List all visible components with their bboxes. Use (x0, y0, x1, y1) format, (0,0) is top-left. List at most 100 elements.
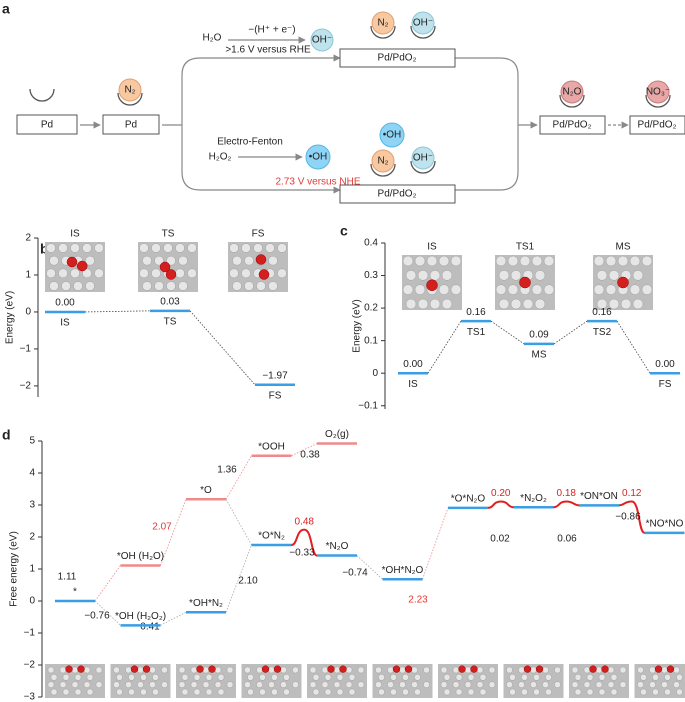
atom (411, 681, 418, 689)
molecule-label: OH⁻ (413, 153, 433, 164)
atom (479, 688, 487, 696)
atom (470, 665, 478, 673)
atom (324, 688, 332, 696)
atom (519, 255, 531, 267)
atom (61, 281, 71, 291)
atom (649, 666, 656, 674)
value-label: 0.16 (592, 307, 612, 318)
atom (531, 255, 543, 267)
atom (166, 281, 176, 291)
atom (450, 284, 462, 295)
atom (637, 666, 644, 674)
level-label: MS (532, 350, 547, 361)
atom (510, 270, 522, 281)
atom (333, 666, 341, 674)
level-label: TS1 (467, 327, 486, 338)
atom (545, 673, 552, 681)
y-tick-label: 1 (29, 564, 35, 575)
image-label: IS (70, 229, 80, 240)
atom (161, 681, 168, 689)
value-label: 0.16 (466, 307, 486, 318)
atom (190, 666, 198, 674)
level-label: IS (60, 318, 70, 329)
atom (455, 688, 463, 696)
atom (70, 268, 80, 279)
atom (673, 681, 680, 689)
atom (46, 268, 56, 279)
molecule (371, 149, 395, 173)
atom (151, 243, 161, 253)
atom (46, 243, 56, 253)
atom (375, 666, 382, 674)
molecule-label: •OH (383, 130, 402, 141)
atom (85, 281, 95, 291)
atom (82, 243, 92, 253)
atom (596, 298, 608, 310)
value-label: 0.00 (403, 359, 423, 370)
atom (280, 666, 287, 674)
molecule (371, 11, 395, 35)
box (16, 114, 78, 135)
atom (598, 688, 606, 696)
atom (65, 665, 73, 673)
atom (214, 666, 222, 674)
y-tick-label: −2 (20, 381, 32, 392)
atom (531, 284, 543, 295)
value-label: 0.03 (160, 296, 180, 307)
atom (464, 666, 472, 674)
atom (339, 665, 347, 673)
atom (205, 673, 213, 681)
y-tick-label: 2 (29, 532, 35, 543)
molecule-label: OH⁻ (312, 35, 332, 46)
atom (149, 666, 156, 674)
atom (83, 666, 91, 674)
atom (58, 268, 68, 279)
connector (189, 310, 256, 386)
atom (66, 256, 78, 268)
molecule-label: N₂ (124, 85, 135, 96)
atom (85, 255, 95, 266)
atom (142, 255, 152, 266)
reactant: H₂O₂ (209, 152, 232, 163)
atom (629, 255, 641, 267)
image-label: FS (252, 229, 265, 240)
level-label: *N₂O₂ (520, 493, 547, 504)
barrier (291, 528, 318, 557)
atom (429, 298, 441, 310)
atom (595, 666, 603, 674)
y-tick-label: 0.2 (364, 303, 378, 314)
atom (137, 666, 144, 674)
atom (467, 673, 475, 681)
atom (50, 688, 58, 696)
atom (357, 681, 365, 689)
atom (256, 281, 266, 291)
atom (202, 666, 210, 674)
level-label: *O*N₂O (451, 494, 486, 505)
atom (390, 673, 397, 681)
step-label: 0.38 (300, 450, 320, 461)
atom (345, 666, 353, 674)
atom (95, 681, 103, 689)
atom (166, 255, 176, 266)
site (117, 92, 143, 106)
molecule-label: NO₃⁻ (646, 87, 670, 98)
atom (522, 298, 534, 310)
atom (116, 673, 123, 681)
arrow (455, 57, 519, 191)
atom (506, 666, 513, 674)
atom (498, 270, 510, 281)
atom (649, 681, 656, 689)
y-tick-label: −3 (24, 692, 36, 702)
box-label: Pd/PdO₂ (378, 53, 417, 64)
atom (187, 243, 197, 253)
atom (586, 673, 594, 681)
atom (620, 298, 632, 310)
atom (271, 688, 278, 696)
atom (530, 681, 537, 689)
molecule (411, 146, 435, 170)
atom (70, 243, 80, 253)
barrier-label: 0.48 (295, 516, 315, 527)
molecule (118, 78, 142, 102)
atom (509, 688, 516, 696)
atom (426, 255, 438, 267)
